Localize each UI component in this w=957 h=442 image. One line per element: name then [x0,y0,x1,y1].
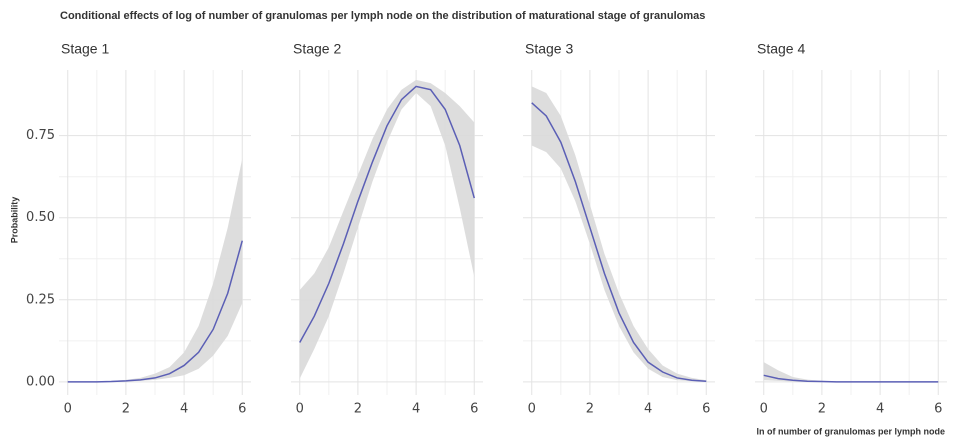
chart-title: Conditional effects of log of number of … [60,10,705,22]
x-tick-label: 6 [470,402,478,417]
y-axis-label: Probability [9,197,19,244]
x-tick-label: 2 [818,402,826,417]
x-tick-label: 2 [354,402,362,417]
facet-title: Stage 4 [757,41,805,57]
probability-line [67,240,243,383]
confidence-band [299,79,475,379]
x-tick-label: 6 [934,402,942,417]
confidence-band [531,86,707,382]
confidence-band [763,362,939,382]
facet-title: Stage 2 [293,41,341,57]
x-tick-label: 0 [296,402,304,417]
x-tick-label: 2 [586,402,594,417]
y-tick-label: 0.25 [26,292,55,307]
x-tick-label: 6 [238,402,246,417]
probability-line [763,374,939,383]
confidence-band [67,158,243,382]
x-tick-label: 0 [760,402,768,417]
facet-title: Stage 3 [525,41,573,57]
x-tick-label: 0 [64,402,72,417]
x-tick-label: 2 [122,402,130,417]
x-tick-label: 4 [644,402,652,417]
y-tick-label: 0.50 [26,210,55,225]
x-tick-label: 4 [180,402,188,417]
probability-line [299,85,475,343]
facet-title: Stage 1 [61,41,109,57]
x-axis-label: ln of number of granulomas per lymph nod… [756,426,945,436]
y-tick-label: 0.00 [26,374,55,389]
x-tick-label: 4 [412,402,420,417]
x-tick-label: 6 [702,402,710,417]
probability-line [531,102,707,382]
y-tick-label: 0.75 [26,128,55,143]
x-tick-label: 0 [528,402,536,417]
x-tick-label: 4 [876,402,884,417]
